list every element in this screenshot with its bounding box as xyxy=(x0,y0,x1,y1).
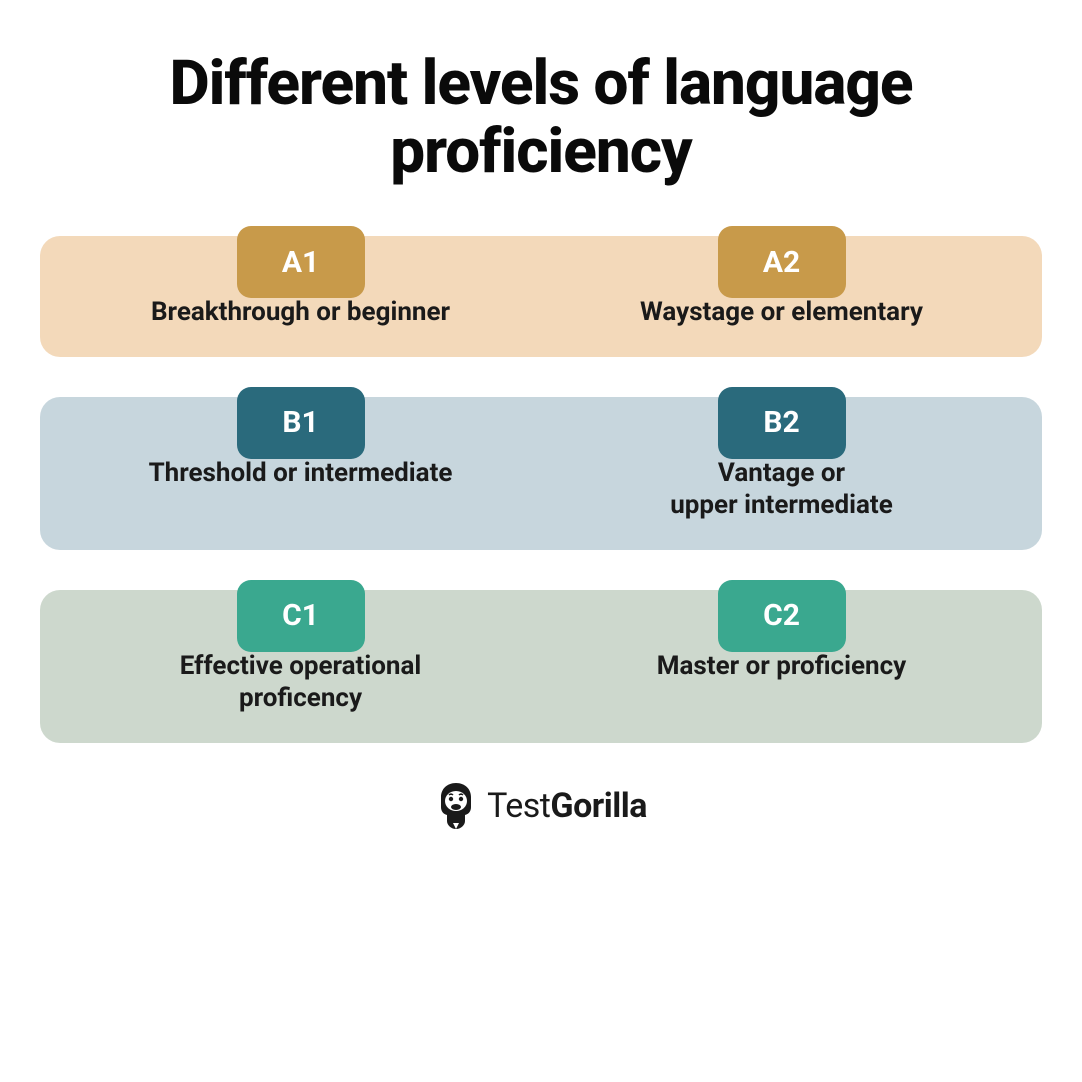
level-cell-b2: B2 Vantage or upper intermediate xyxy=(541,457,1022,522)
level-cell-a2: A2 Waystage or elementary xyxy=(541,296,1022,329)
brand-name-bold: Gorilla xyxy=(550,786,647,826)
level-badge-b1: B1 xyxy=(237,387,365,459)
page-title: Different levels of language proficiency xyxy=(40,50,1042,186)
level-row-a: A1 Breakthrough or beginner A2 Waystage … xyxy=(40,236,1042,357)
brand-footer: TestGorilla xyxy=(435,781,647,831)
level-cell-c1: C1 Effective operational proficency xyxy=(60,650,541,715)
level-desc-b2: Vantage or upper intermediate xyxy=(670,457,893,522)
level-badge-c1: C1 xyxy=(237,580,365,652)
brand-name-light: Test xyxy=(487,786,550,826)
level-badge-c2: C2 xyxy=(718,580,846,652)
level-cell-a1: A1 Breakthrough or beginner xyxy=(60,296,541,329)
level-desc-c1: Effective operational proficency xyxy=(180,650,422,715)
level-desc-a2: Waystage or elementary xyxy=(640,296,923,329)
brand-name: TestGorilla xyxy=(487,786,647,826)
level-desc-b1: Threshold or intermediate xyxy=(149,457,453,490)
level-desc-a1: Breakthrough or beginner xyxy=(151,296,450,329)
level-badge-a1: A1 xyxy=(237,226,365,298)
level-cell-b1: B1 Threshold or intermediate xyxy=(60,457,541,522)
level-row-c: C1 Effective operational proficency C2 M… xyxy=(40,590,1042,743)
gorilla-icon xyxy=(435,781,477,831)
level-desc-c2: Master or proficiency xyxy=(657,650,906,683)
level-cell-c2: C2 Master or proficiency xyxy=(541,650,1022,715)
level-row-b: B1 Threshold or intermediate B2 Vantage … xyxy=(40,397,1042,550)
levels-container: A1 Breakthrough or beginner A2 Waystage … xyxy=(40,236,1042,743)
level-badge-a2: A2 xyxy=(718,226,846,298)
level-badge-b2: B2 xyxy=(718,387,846,459)
